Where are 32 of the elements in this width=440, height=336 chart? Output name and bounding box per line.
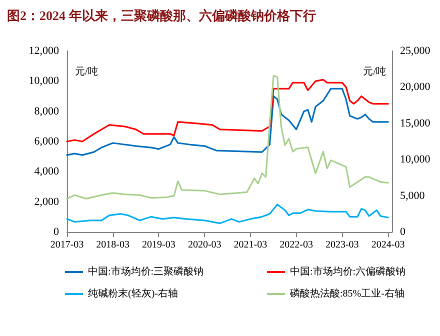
x-tick-label: 2019-03 (142, 240, 176, 250)
x-tick-label: 2024-03 (371, 240, 405, 250)
y2-tick-label: 15,000 (400, 117, 431, 130)
y2-axis-title: 元/吨 (363, 66, 386, 78)
x-tick-label: 2023-03 (325, 240, 359, 250)
y2-tick-label: 5,000 (400, 190, 426, 202)
legend-label: 中国:市场均价:六偏磷酸钠 (290, 266, 406, 278)
line-series (66, 78, 389, 142)
y2-tick-label: 25,000 (400, 45, 431, 57)
x-tick-label: 2018-03 (96, 240, 130, 250)
legend-label: 磷酸热法酸:85%工业-右轴 (289, 288, 404, 300)
y2-tick-label: 10,000 (400, 154, 431, 166)
x-tick-label: 2021-03 (234, 240, 268, 250)
legend-label: 中国:市场均价:三聚磷酸钠 (88, 266, 204, 278)
y-tick-label: 4,000 (34, 166, 60, 178)
line-series (66, 74, 389, 200)
y-tick-label: 6,000 (34, 136, 60, 148)
y-axis-title: 元/吨 (75, 66, 98, 78)
line-series (66, 204, 389, 224)
y2-tick-label: 0 (400, 226, 406, 238)
x-tick-label: 2022-03 (280, 240, 313, 250)
y-tick-label: 10,000 (28, 75, 60, 88)
y-tick-label: 8,000 (34, 105, 60, 118)
y-tick-label: 0 (54, 226, 60, 238)
y-tick-label: 2,000 (34, 196, 60, 208)
legend-label: 纯碱粉末(轻灰)-右轴 (88, 288, 178, 300)
chart-title: 图2：2024 年以来，三聚磷酸那、六偏磷酸钠价格下行 (7, 8, 316, 23)
x-tick-label: 2020-03 (188, 240, 222, 250)
y-tick-label: 12,000 (28, 45, 60, 57)
line-series (66, 88, 389, 156)
y2-tick-label: 20,000 (400, 81, 431, 94)
x-tick-label: 2017-03 (50, 240, 84, 250)
